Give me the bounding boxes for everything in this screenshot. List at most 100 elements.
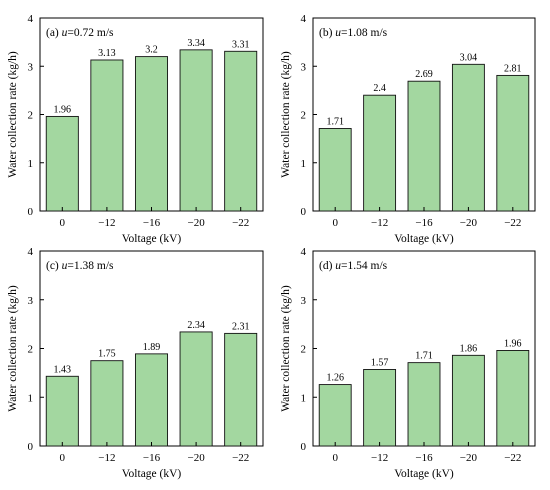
bar	[407, 80, 441, 212]
x-tick-label: −20	[460, 217, 478, 229]
bar-value-label: 1.57	[371, 357, 389, 368]
panel-value: =1.08 m/s	[341, 27, 388, 39]
bar	[363, 94, 397, 212]
x-tick-label: 0	[332, 452, 338, 464]
x-tick-label: 0	[60, 452, 66, 464]
panel-letter: (d)	[319, 260, 333, 272]
y-tick-label: 3	[28, 61, 34, 73]
x-tick-label: −22	[504, 452, 521, 464]
bar	[134, 56, 169, 212]
panel-label: (b) u=1.08 m/s	[319, 27, 388, 39]
y-axis-title: Water collection rate (kg/h)	[280, 285, 292, 412]
panel-variable: u	[335, 260, 341, 272]
x-axis-title: Voltage (kV)	[394, 233, 454, 245]
y-tick-label: 1	[301, 158, 307, 170]
bar-value-label: 1.43	[54, 364, 72, 375]
x-axis-title: Voltage (kV)	[122, 468, 182, 480]
panel-variable: u	[335, 27, 341, 39]
x-tick-label: −22	[232, 217, 249, 229]
x-tick-label: −22	[504, 217, 521, 229]
x-tick-label: 0	[332, 217, 338, 229]
panel-letter: (a)	[46, 27, 59, 39]
x-tick-label: −20	[460, 452, 478, 464]
bar	[179, 331, 213, 447]
bar-value-label: 1.26	[326, 373, 344, 384]
bar-value-label: 2.69	[415, 69, 433, 80]
bar-value-label: 3.2	[145, 45, 158, 56]
panel-letter: (c)	[46, 260, 59, 272]
panel-variable: u	[62, 27, 68, 39]
panel-value: =1.38 m/s	[67, 260, 114, 272]
bar-value-label: 1.71	[326, 116, 344, 127]
y-tick-label: 0	[301, 441, 307, 453]
panel-label: (c) u=1.38 m/s	[46, 260, 114, 272]
y-tick-label: 4	[28, 246, 34, 258]
chart-panel-1: 0 1 2 3 4 1.96 0 3.13 −12 3.2 −16 3.34 −20 3.31 −22 Vol…	[7, 13, 264, 245]
bar	[451, 354, 485, 447]
y-tick-label: 0	[28, 441, 34, 453]
chart-panel-4: 0 1 2 3 4 1.26 0 1.57 −12 1.71 −16 1.86 −20 1.96 −22 Vo…	[280, 246, 536, 480]
x-tick-label: −22	[232, 452, 249, 464]
panel-label: (d) u=1.54 m/s	[319, 260, 388, 272]
bar-value-label: 2.81	[504, 63, 522, 74]
bar	[318, 128, 352, 212]
y-axis-title: Water collection rate (kg/h)	[7, 285, 19, 412]
y-axis-title: Water collection rate (kg/h)	[280, 51, 292, 178]
bar	[134, 353, 169, 447]
bar	[224, 332, 258, 447]
y-tick-label: 0	[28, 206, 34, 218]
x-tick-label: −16	[143, 217, 161, 229]
bar	[179, 49, 213, 212]
bar-value-label: 1.86	[460, 343, 478, 354]
bar	[45, 375, 79, 447]
bar-value-label: 1.96	[504, 338, 522, 349]
bar	[407, 362, 441, 447]
y-tick-label: 1	[28, 392, 34, 404]
bar	[451, 63, 485, 212]
x-tick-label: −16	[415, 452, 433, 464]
x-tick-label: −16	[143, 452, 161, 464]
bar	[224, 50, 258, 212]
bar	[45, 115, 79, 212]
y-tick-label: 2	[28, 344, 34, 356]
bar-value-label: 3.04	[460, 52, 478, 63]
bar-value-label: 1.96	[54, 104, 72, 115]
panel-value: =0.72 m/s	[67, 27, 114, 39]
bar-value-label: 2.34	[187, 320, 205, 331]
bar-value-label: 1.75	[98, 349, 116, 360]
bar-value-label: 1.71	[415, 351, 433, 362]
panel-value: =1.54 m/s	[341, 260, 388, 272]
x-tick-label: 0	[60, 217, 66, 229]
y-tick-label: 4	[301, 246, 307, 258]
bar-value-label: 3.31	[232, 39, 250, 50]
y-tick-label: 2	[28, 110, 34, 122]
x-tick-label: −12	[371, 452, 388, 464]
y-tick-label: 4	[28, 13, 34, 25]
bar	[318, 384, 352, 447]
panel-variable: u	[62, 260, 68, 272]
x-tick-label: −20	[187, 217, 205, 229]
x-tick-label: −16	[415, 217, 433, 229]
bar-value-label: 1.89	[143, 342, 161, 353]
chart-panel-3: 0 1 2 3 4 1.43 0 1.75 −12 1.89 −16 2.34 −20 2.31 −22 Vo…	[7, 246, 264, 480]
y-tick-label: 1	[301, 392, 307, 404]
bar	[90, 59, 124, 212]
x-tick-label: −12	[371, 217, 388, 229]
y-tick-label: 3	[301, 61, 307, 73]
y-tick-label: 3	[301, 295, 307, 307]
bar	[363, 369, 397, 447]
y-tick-label: 2	[301, 344, 307, 356]
bar	[496, 74, 530, 212]
bar	[496, 350, 530, 447]
y-tick-label: 3	[28, 295, 34, 307]
bar-value-label: 2.31	[232, 321, 250, 332]
bar	[90, 360, 124, 447]
panel-letter: (b)	[319, 27, 333, 39]
bar-value-label: 3.13	[98, 48, 116, 59]
y-tick-label: 2	[301, 110, 307, 122]
x-axis-title: Voltage (kV)	[122, 233, 182, 245]
panel-label: (a) u=0.72 m/s	[46, 27, 114, 39]
x-tick-label: −12	[98, 217, 115, 229]
x-tick-label: −12	[98, 452, 115, 464]
